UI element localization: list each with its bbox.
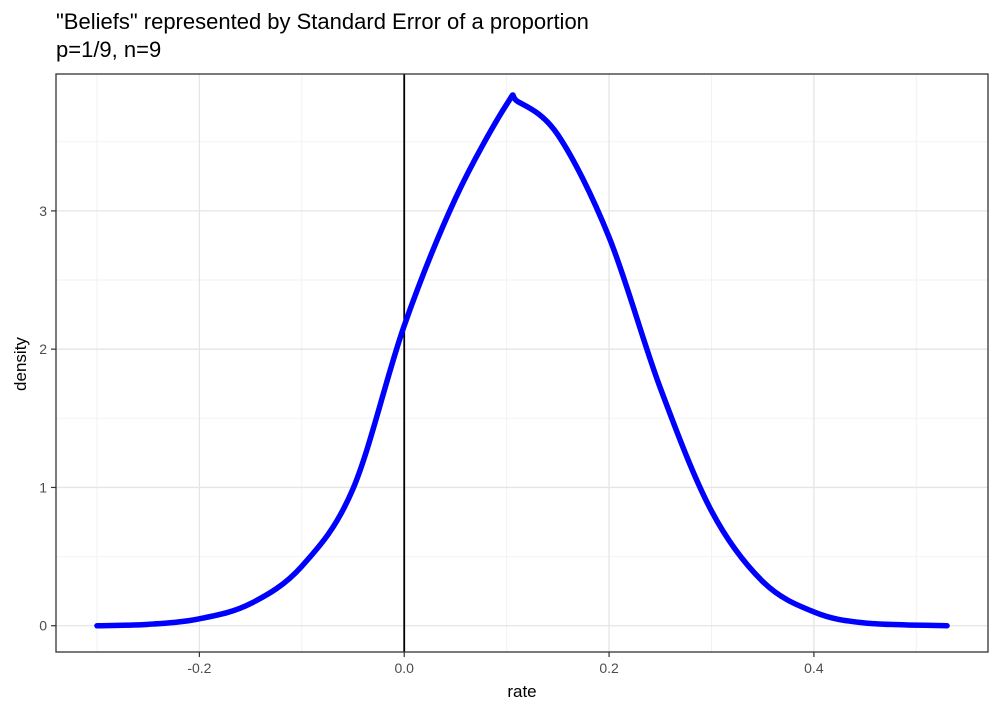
x-tick-label: 0.2	[599, 660, 619, 676]
chart-subtitle: p=1/9, n=9	[56, 37, 161, 62]
plot-frame	[55, 73, 989, 653]
y-tick-label: 0	[39, 618, 47, 634]
density-curve	[94, 92, 950, 629]
x-tick-label: -0.2	[187, 660, 211, 676]
y-axis-label: density	[11, 337, 30, 391]
y-tick-label: 3	[39, 203, 47, 219]
x-axis-label: rate	[507, 682, 536, 701]
y-tick-label: 2	[39, 341, 47, 357]
x-axis-ticks: -0.2 0.0 0.2 0.4	[187, 652, 824, 676]
plot-border	[55, 73, 989, 653]
y-tick-label: 1	[39, 479, 47, 495]
series-layer	[94, 92, 950, 629]
x-tick-label: 0.0	[394, 660, 414, 676]
plot-background	[56, 74, 988, 652]
plot-panel	[56, 74, 988, 652]
minor-gridlines	[56, 74, 988, 652]
y-axis-ticks: 0 1 2 3	[39, 203, 56, 634]
chart-title: "Beliefs" represented by Standard Error …	[56, 9, 589, 34]
x-tick-label: 0.4	[804, 660, 824, 676]
